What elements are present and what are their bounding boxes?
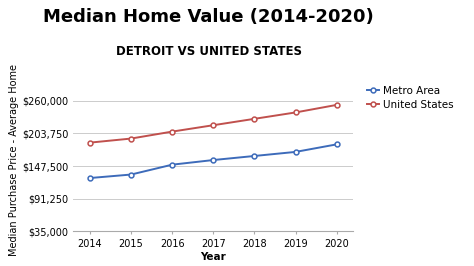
United States (128, 137, 134, 140)
Metro Area (293, 150, 299, 153)
Legend: Metro Area, United States: Metro Area, United States (367, 86, 454, 110)
Metro Area (210, 159, 216, 162)
X-axis label: Year: Year (201, 252, 226, 262)
United States (87, 141, 93, 144)
Text: DETROIT VS UNITED STATES: DETROIT VS UNITED STATES (116, 45, 301, 58)
Y-axis label: Median Purchase Price - Average Home: Median Purchase Price - Average Home (9, 64, 19, 256)
Metro Area (87, 176, 93, 180)
Metro Area (169, 163, 175, 166)
United States (293, 111, 299, 114)
Metro Area (128, 173, 134, 176)
United States (334, 103, 339, 106)
Text: Median Home Value (2014-2020): Median Home Value (2014-2020) (43, 8, 374, 26)
Metro Area (334, 143, 339, 146)
Metro Area (252, 154, 257, 157)
Line: United States: United States (88, 102, 339, 145)
United States (169, 130, 175, 133)
United States (210, 124, 216, 127)
United States (252, 117, 257, 120)
Line: Metro Area: Metro Area (88, 142, 339, 180)
